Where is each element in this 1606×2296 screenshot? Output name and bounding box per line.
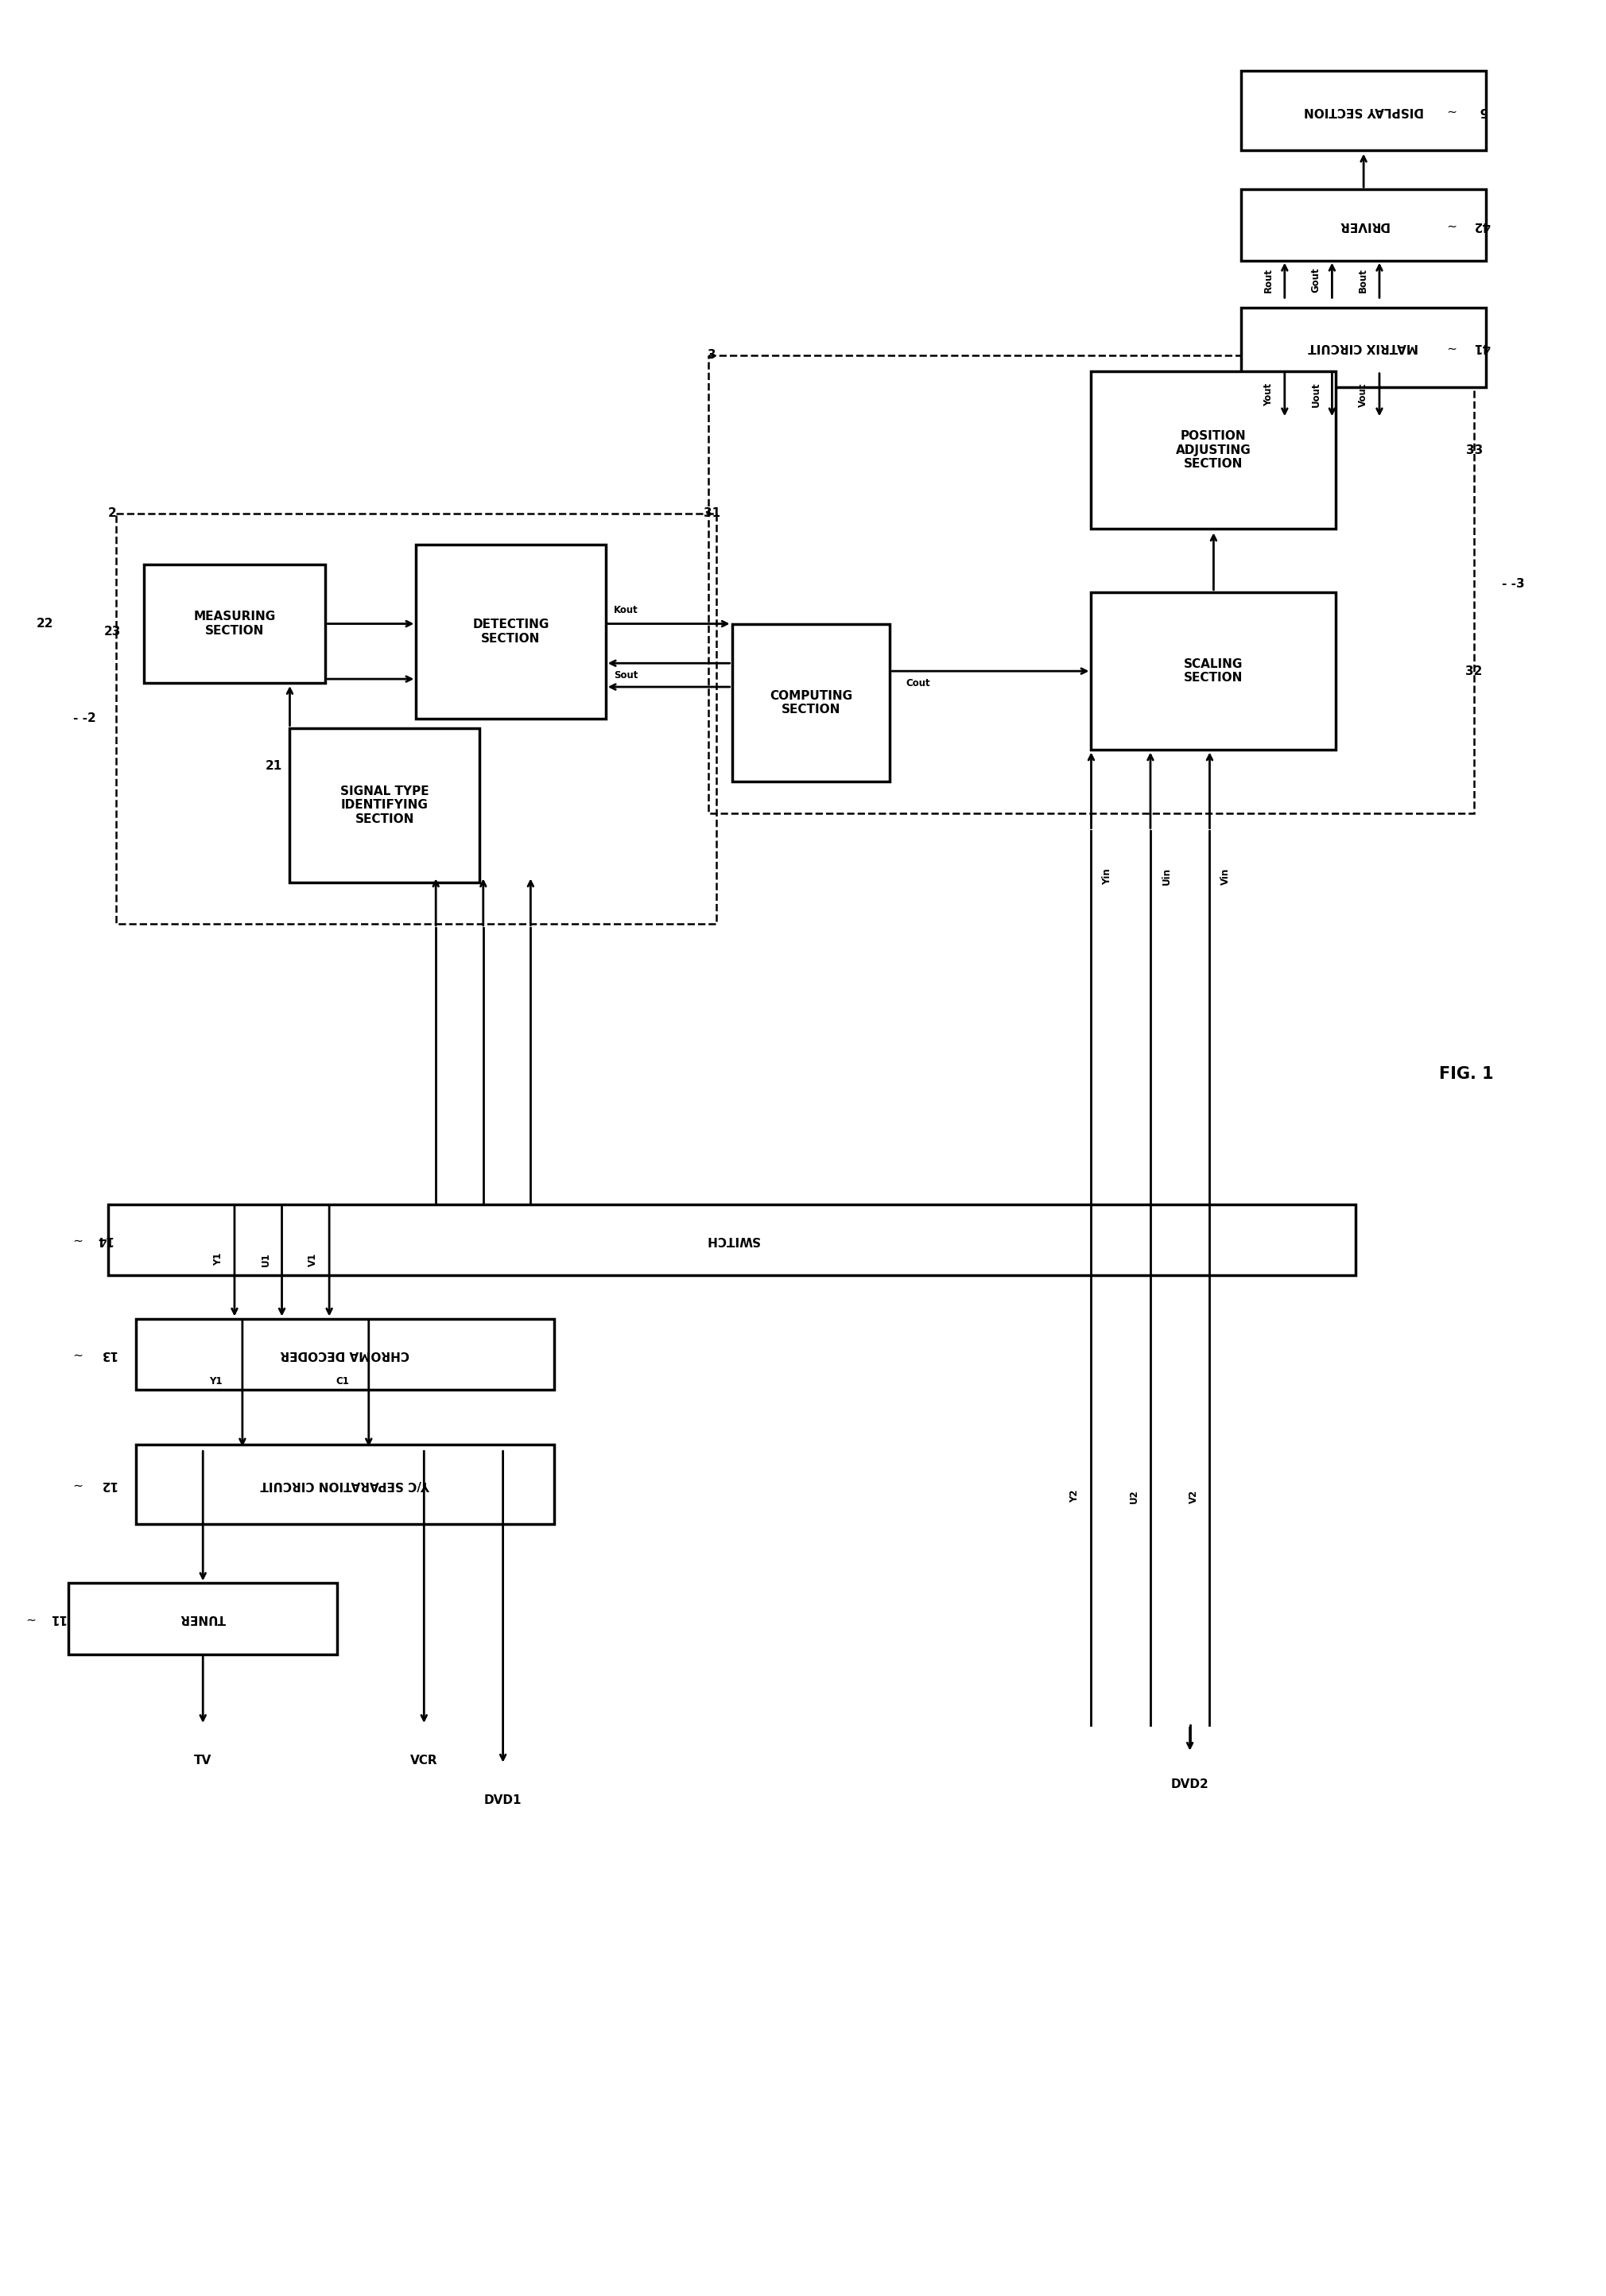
Text: ~: ~ [72, 1479, 82, 1490]
Text: TUNER: TUNER [180, 1612, 226, 1626]
Text: 11: 11 [48, 1612, 66, 1626]
Text: ~: ~ [72, 1348, 82, 1359]
Text: SWITCH: SWITCH [705, 1233, 760, 1244]
Text: DRIVER: DRIVER [1338, 218, 1389, 232]
Bar [1241, 71, 1486, 149]
Bar [69, 1582, 337, 1653]
Text: 5: 5 [1478, 106, 1486, 117]
Bar [1241, 308, 1486, 388]
Text: COMPUTING
SECTION: COMPUTING SECTION [769, 689, 853, 716]
Text: Y1: Y1 [209, 1378, 223, 1387]
Text: U2: U2 [1129, 1490, 1139, 1504]
Text: ~: ~ [72, 1233, 82, 1244]
Text: SIGNAL TYPE
IDENTIFYING
SECTION: SIGNAL TYPE IDENTIFYING SECTION [340, 785, 429, 824]
Text: - -3: - -3 [1502, 579, 1526, 590]
Text: Uin: Uin [1161, 868, 1172, 886]
Text: Bout: Bout [1359, 269, 1368, 292]
Text: Sout: Sout [613, 670, 638, 680]
Bar [1241, 191, 1486, 259]
Bar [1090, 372, 1336, 528]
Text: CHROMA DECODER: CHROMA DECODER [281, 1348, 410, 1359]
Text: 2: 2 [108, 507, 116, 519]
Text: 23: 23 [104, 627, 120, 638]
Bar [289, 728, 479, 882]
Text: ~: ~ [1445, 218, 1455, 232]
Text: C1: C1 [336, 1378, 349, 1387]
Text: 41: 41 [1474, 342, 1490, 354]
Text: Kout: Kout [613, 606, 638, 615]
Bar [137, 1318, 554, 1389]
Text: Cout: Cout [906, 677, 930, 689]
Text: MEASURING
SECTION: MEASURING SECTION [193, 611, 276, 636]
Text: 3: 3 [708, 349, 716, 360]
Bar [1090, 592, 1336, 751]
Text: VCR: VCR [410, 1754, 438, 1766]
Text: FIG. 1: FIG. 1 [1439, 1065, 1494, 1081]
Text: 33: 33 [1466, 443, 1482, 457]
Bar [108, 1203, 1355, 1274]
Text: Gout: Gout [1310, 269, 1322, 294]
Text: 21: 21 [265, 760, 283, 771]
Text: DVD1: DVD1 [483, 1793, 522, 1807]
Bar [732, 625, 890, 781]
Text: 13: 13 [100, 1348, 117, 1359]
Text: ~: ~ [24, 1612, 34, 1626]
Text: 32: 32 [1466, 666, 1482, 677]
Text: - -2: - -2 [72, 712, 96, 726]
Bar [116, 514, 716, 923]
Bar [137, 1444, 554, 1525]
Text: DISPLAY SECTION: DISPLAY SECTION [1304, 106, 1423, 117]
Text: ~: ~ [1445, 342, 1455, 354]
Text: 12: 12 [100, 1479, 117, 1490]
Text: V1: V1 [308, 1254, 318, 1265]
Text: U1: U1 [260, 1251, 271, 1267]
Text: Vin: Vin [1221, 868, 1232, 884]
Text: Vout: Vout [1359, 383, 1368, 406]
Text: 31: 31 [703, 507, 721, 519]
Bar [416, 544, 605, 719]
Text: V2: V2 [1188, 1490, 1198, 1504]
Text: 42: 42 [1474, 218, 1490, 232]
Text: TV: TV [194, 1754, 212, 1766]
Bar [708, 356, 1474, 813]
Text: Uout: Uout [1310, 381, 1322, 406]
Text: Y/C SEPARATION CIRCUIT: Y/C SEPARATION CIRCUIT [260, 1479, 430, 1490]
Text: MATRIX CIRCUIT: MATRIX CIRCUIT [1309, 342, 1418, 354]
Text: DETECTING
SECTION: DETECTING SECTION [472, 618, 549, 645]
Text: POSITION
ADJUSTING
SECTION: POSITION ADJUSTING SECTION [1176, 429, 1251, 471]
Text: Y2: Y2 [1070, 1490, 1081, 1504]
Text: Yin: Yin [1102, 868, 1113, 884]
Bar [143, 565, 326, 682]
Text: Yout: Yout [1264, 383, 1274, 406]
Text: 22: 22 [37, 618, 53, 629]
Text: 14: 14 [96, 1233, 112, 1244]
Text: DVD2: DVD2 [1171, 1779, 1209, 1791]
Text: SCALING
SECTION: SCALING SECTION [1184, 659, 1243, 684]
Text: ~: ~ [1445, 106, 1455, 117]
Text: Rout: Rout [1264, 269, 1274, 292]
Text: Y1: Y1 [214, 1254, 223, 1265]
